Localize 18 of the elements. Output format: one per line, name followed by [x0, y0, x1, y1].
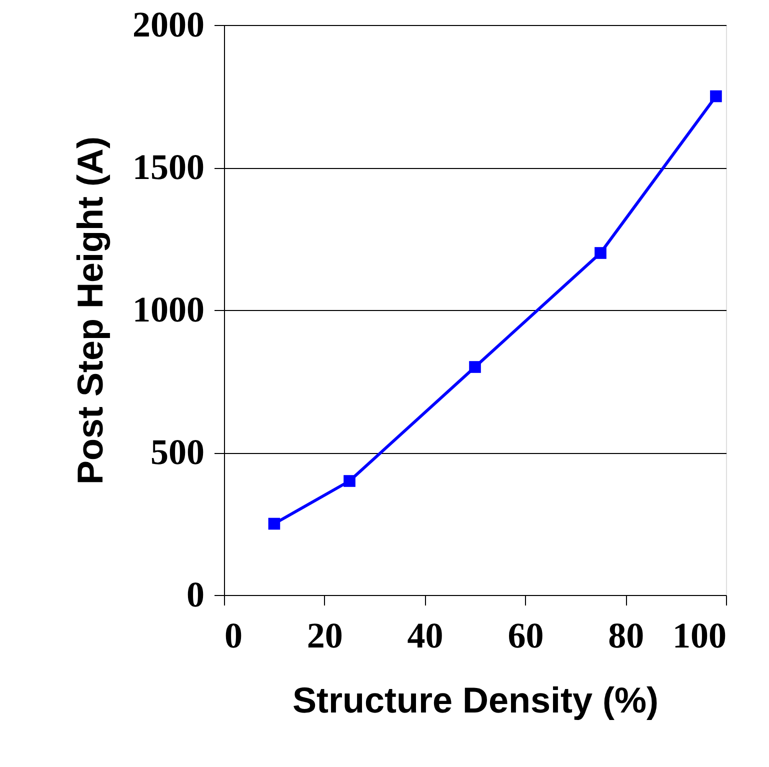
x-axis-title: Structure Density (%) — [292, 680, 659, 720]
point — [268, 518, 280, 530]
x-tick-label: 100 — [672, 616, 726, 656]
y-tick-label: 1000 — [132, 290, 204, 330]
point — [594, 247, 606, 259]
x-tick-label: 60 — [508, 616, 544, 656]
point — [710, 90, 722, 102]
x-tick-label: 0 — [224, 616, 242, 656]
point — [344, 475, 356, 487]
y-tick-label: 500 — [150, 432, 204, 472]
y-axis-title: Post Step Height (A) — [70, 136, 110, 484]
y-tick-label: 1500 — [132, 147, 204, 187]
x-tick-label: 40 — [407, 616, 444, 656]
y-tick-label: 2000 — [132, 4, 204, 44]
x-tick-label: 80 — [608, 616, 644, 656]
point — [469, 361, 481, 373]
x-tick-label: 20 — [306, 616, 343, 656]
y-tick-label: 0 — [186, 574, 204, 614]
